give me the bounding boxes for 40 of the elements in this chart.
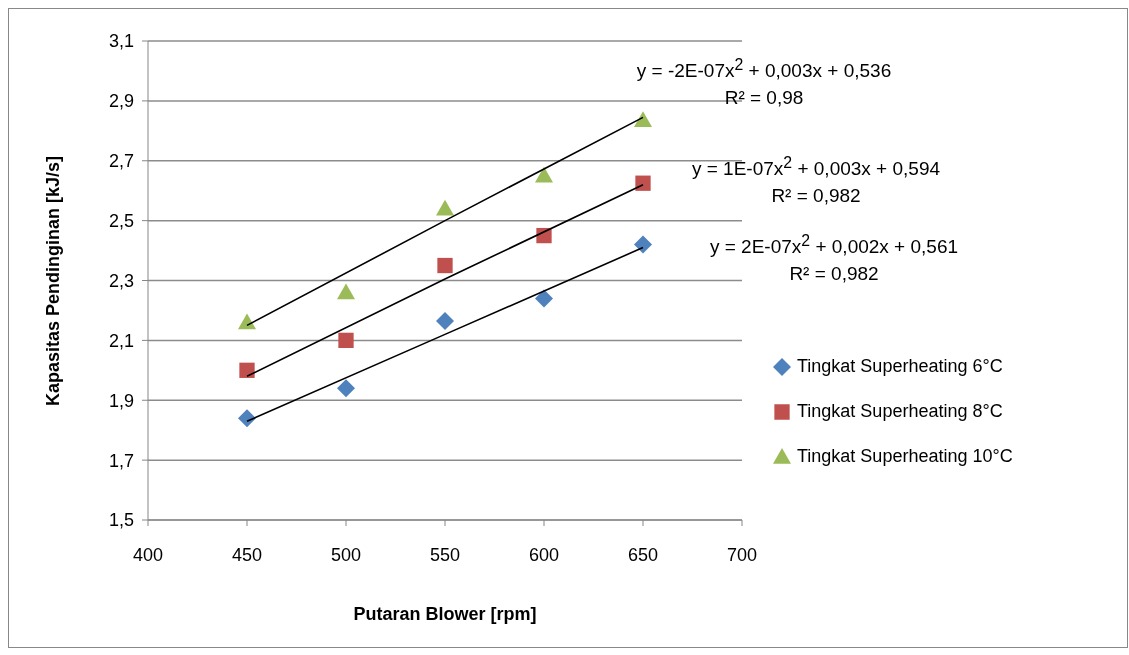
x-tick-label: 450 [231,544,263,565]
point [337,283,355,300]
x-tick-label: 600 [528,544,560,565]
point [239,362,255,378]
x-axis-title: Putaran Blower [rpm] [353,604,537,624]
y-tick-label: 2,1 [108,330,134,351]
x-tick-label: 700 [726,544,758,565]
legend-label: Tingkat Superheating 10°C [797,446,1013,467]
y-tick-label: 2,5 [108,211,134,232]
x-tick-label: 550 [429,544,461,565]
point [635,175,651,191]
point [437,257,453,274]
y-tick-label: 2,9 [108,91,134,112]
point [634,111,652,128]
point [634,235,652,254]
annotation: y = 1E-07x$^{2}$ + 0,003x + 0,594 [691,154,941,180]
y-axis-title: Kapasitas Pendinginan [kJ/s] [42,155,63,407]
x-tick-label: 650 [627,544,659,565]
y-tick-label: 3,1 [108,31,134,52]
annotation: R² = 0,98 [724,87,804,108]
point [238,313,256,330]
point [436,311,454,330]
text: R² = 0,982 [789,263,879,284]
y-tick-label: 2,7 [108,151,134,172]
x-tick-label: 400 [132,544,164,565]
annotation: y = 2E-07x$^{2}$ + 0,002x + 0,561 [709,232,959,258]
point [338,332,354,349]
y-tick-label: 2,3 [108,270,134,291]
y-tick-label: 1,5 [108,510,134,531]
text: R² = 0,982 [771,185,861,206]
legend-label: Tingkat Superheating 8°C [797,401,1003,422]
y-tick-label: 1,9 [108,390,134,411]
legend-label: Tingkat Superheating 6°C [797,356,1003,377]
point [337,379,355,398]
point [238,409,256,428]
y-tick-label: 1,7 [108,450,134,471]
x-tick-label: 500 [330,544,362,565]
point [535,289,553,308]
annotation: y = -2E-07x$^{2}$ + 0,003x + 0,536 [636,56,892,82]
point [436,199,454,216]
